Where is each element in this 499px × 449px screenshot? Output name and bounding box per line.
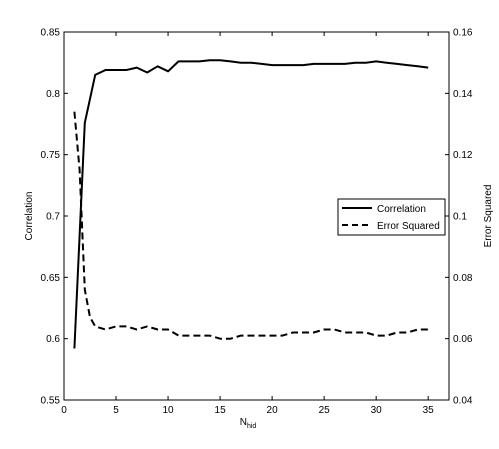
x-tick-label: 10	[162, 405, 174, 416]
right-y-axis-ticks: 0.04 0.06 0.08 0.1 0.12 0.14 0.16	[445, 28, 473, 407]
right-y-tick-label: 0.16	[453, 28, 473, 39]
series-layer	[73, 59, 429, 349]
x-tick-label: 30	[371, 405, 383, 416]
legend-label-error-squared: Error Squared	[377, 221, 440, 232]
left-y-tick-label: 0.85	[41, 28, 61, 39]
left-y-tick-label: 0.55	[41, 396, 61, 407]
x-tick-label: 15	[215, 405, 227, 416]
x-tick-label: 0	[61, 405, 67, 416]
x-tick-label: 25	[319, 405, 331, 416]
left-y-axis-label: Correlation	[24, 192, 35, 241]
left-y-axis-ticks: 0.55 0.6 0.65 0.7 0.75 0.8 0.85	[41, 28, 68, 407]
left-y-tick-label: 0.8	[46, 89, 60, 100]
legend-label-correlation: Correlation	[377, 204, 426, 215]
right-y-tick-label: 0.08	[453, 273, 473, 284]
right-y-tick-label: 0.06	[453, 334, 473, 345]
x-tick-label: 20	[267, 405, 279, 416]
right-y-tick-label: 0.14	[453, 89, 473, 100]
left-y-tick-label: 0.7	[46, 212, 60, 223]
x-tick-label: 5	[113, 405, 119, 416]
right-y-tick-label: 0.1	[453, 212, 467, 223]
right-y-tick-label: 0.04	[453, 396, 473, 407]
series-line-error-squared	[73, 111, 429, 340]
right-y-axis-label: Error Squared	[483, 185, 494, 248]
legend-box	[337, 198, 446, 236]
x-axis-label: Nhid	[240, 417, 257, 430]
left-y-tick-label: 0.75	[41, 150, 61, 161]
series-line-correlation	[73, 59, 429, 349]
x-tick-label: 35	[423, 405, 435, 416]
legend: Correlation Error Squared	[337, 198, 446, 236]
left-y-tick-label: 0.65	[41, 273, 61, 284]
x-axis-ticks: 0 5 10 15 20 25 30 35	[61, 32, 434, 416]
left-y-tick-label: 0.6	[46, 334, 60, 345]
x-axis-label-subscript: hid	[247, 423, 256, 430]
right-y-tick-label: 0.12	[453, 150, 473, 161]
